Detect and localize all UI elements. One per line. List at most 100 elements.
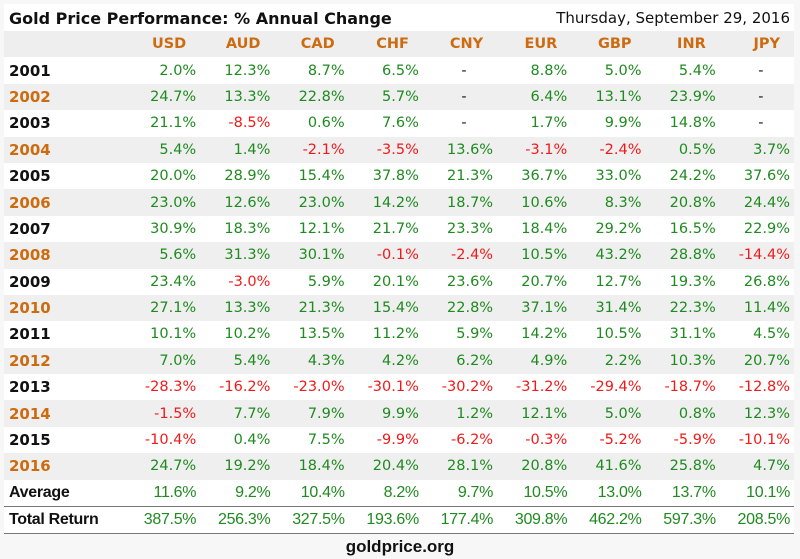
- cell-chf: 20.4%: [372, 458, 419, 475]
- cell-cny: 18.7%: [447, 194, 494, 211]
- cell-cny: 21.3%: [447, 168, 494, 185]
- year-row: 2006 23.0% 12.6% 23.0% 14.2% 18.7% 10.6% 8.3% 20…: [4, 189, 794, 216]
- cell-gbp: 462.2%: [589, 511, 642, 529]
- cell-chf: 8.2%: [383, 483, 420, 501]
- cell-aud: -16.2%: [219, 379, 271, 396]
- column-header-usd: USD: [151, 36, 187, 53]
- cell-cny: 6.2%: [456, 352, 494, 369]
- cell-aud: 0.4%: [233, 432, 271, 449]
- cell-eur: 20.7%: [521, 273, 568, 290]
- cell-aud: 256.3%: [217, 511, 271, 529]
- cell-eur: 4.9%: [530, 352, 568, 369]
- cell-cny: 13.6%: [447, 141, 494, 158]
- cell-usd: 2.0%: [159, 62, 197, 79]
- cell-gbp: 33.0%: [595, 168, 642, 185]
- cell-gbp: 43.2%: [595, 247, 642, 264]
- cell-inr: 20.8%: [669, 194, 716, 211]
- cell-inr: -5.9%: [673, 432, 716, 449]
- cell-usd: 24.7%: [150, 88, 197, 105]
- column-header-chf: CHF: [376, 36, 409, 53]
- year-row: 2013 -28.3% -16.2% -23.0% -30.1% -30.2% -31.2%…: [4, 374, 794, 401]
- row-label: 2001: [9, 61, 51, 80]
- cell-aud: 13.3%: [224, 88, 271, 105]
- cell-jpy: 37.6%: [743, 168, 790, 185]
- cell-eur: 12.1%: [521, 405, 568, 422]
- cell-jpy: 208.5%: [737, 511, 791, 529]
- cell-eur: 309.8%: [514, 511, 568, 529]
- cell-eur: 10.5%: [521, 247, 568, 264]
- year-row: 2007 30.9% 18.3% 12.1% 21.7% 23.3% 18.4% 29.2% 1…: [4, 215, 794, 243]
- year-row: 2012 7.0% 5.4% 4.3% 4.2% 6.2% 4.9% 2.2% 10.3% 20.…: [4, 347, 794, 375]
- cell-inr: 0.5%: [678, 141, 716, 158]
- performance-table: USD AUD CAD CHF CNY EUR GBP INR JPY 2001 2.0% 12.3…: [4, 31, 794, 534]
- header-row: USD AUD CAD CHF CNY EUR GBP INR JPY: [4, 31, 794, 58]
- cell-chf: 14.2%: [372, 194, 419, 211]
- row-label: 2008: [9, 246, 51, 265]
- cell-inr: 22.3%: [669, 300, 716, 317]
- cell-aud: 12.3%: [224, 62, 271, 79]
- cell-cad: 18.4%: [298, 458, 345, 475]
- cell-gbp: 5.0%: [604, 405, 642, 422]
- cell-gbp: 10.5%: [595, 326, 642, 343]
- row-label: 2014: [9, 404, 51, 423]
- cell-eur: -3.1%: [525, 141, 568, 158]
- cell-cad: 23.0%: [298, 194, 345, 211]
- cell-chf: 11.2%: [372, 326, 419, 343]
- cell-cny: 177.4%: [440, 511, 494, 529]
- cell-chf: 6.5%: [382, 62, 419, 79]
- cell-cny: 28.1%: [447, 458, 494, 475]
- cell-cad: 5.9%: [307, 273, 345, 290]
- cell-aud: 28.9%: [224, 168, 271, 185]
- cell-jpy: 4.7%: [753, 458, 790, 475]
- row-label: 2002: [9, 87, 51, 106]
- cell-eur: -0.3%: [525, 432, 568, 449]
- cell-gbp: -5.2%: [599, 432, 642, 449]
- cell-chf: -30.1%: [367, 379, 419, 396]
- cell-jpy: -14.4%: [738, 247, 790, 264]
- cell-usd: 23.4%: [150, 273, 197, 290]
- cell-eur: 18.4%: [521, 220, 568, 237]
- cell-chf: 7.6%: [382, 115, 419, 132]
- cell-cad: -2.1%: [302, 141, 345, 158]
- cell-usd: -1.5%: [154, 405, 197, 422]
- cell-jpy: -10.1%: [738, 432, 790, 449]
- cell-cny: 22.8%: [447, 300, 494, 317]
- year-row: 2009 23.4% -3.0% 5.9% 20.1% 23.6% 20.7% 12.7% 19…: [4, 268, 794, 295]
- cell-chf: 5.7%: [382, 88, 419, 105]
- cell-usd: 10.1%: [150, 326, 197, 343]
- cell-usd: 387.5%: [143, 511, 197, 529]
- cell-eur: 20.8%: [521, 458, 568, 475]
- cell-usd: 21.1%: [150, 115, 197, 132]
- year-row: 2011 10.1% 10.2% 13.5% 11.2% 5.9% 14.2% 10.5% 31…: [4, 321, 794, 348]
- cell-aud: 10.2%: [224, 326, 271, 343]
- cell-aud: 5.4%: [233, 352, 271, 369]
- cell-cad: 15.4%: [298, 168, 345, 185]
- cell-jpy: 10.1%: [746, 483, 790, 501]
- cell-chf: 21.7%: [372, 220, 419, 237]
- cell-chf: 9.9%: [382, 405, 419, 422]
- row-label: 2013: [9, 378, 51, 397]
- cell-inr: -18.7%: [664, 379, 716, 396]
- year-row: 2003 21.1% -8.5% 0.6% 7.6% - 1.7% 9.9% 14.8% -: [4, 110, 794, 137]
- cell-aud: -3.0%: [228, 273, 271, 290]
- cell-cny: -: [461, 115, 467, 132]
- cell-aud: 1.4%: [233, 141, 271, 158]
- cell-jpy: 26.8%: [743, 273, 790, 290]
- cell-jpy: 22.9%: [743, 220, 790, 237]
- cell-aud: 13.3%: [224, 300, 271, 317]
- row-label: 2010: [9, 299, 51, 318]
- cell-cny: 23.3%: [447, 220, 494, 237]
- cell-cny: 5.9%: [456, 326, 494, 343]
- cell-chf: -3.5%: [376, 141, 419, 158]
- cell-cad: 4.3%: [307, 352, 345, 369]
- cell-gbp: 13.0%: [597, 483, 642, 501]
- cell-jpy: 12.3%: [743, 405, 790, 422]
- column-header-jpy: JPY: [753, 36, 780, 53]
- cell-cad: 7.5%: [307, 432, 345, 449]
- cell-usd: 23.0%: [150, 194, 197, 211]
- cell-cny: -6.2%: [451, 432, 494, 449]
- cell-usd: 20.0%: [150, 168, 197, 185]
- column-header-eur: EUR: [524, 36, 558, 53]
- cell-jpy: -12.8%: [738, 379, 790, 396]
